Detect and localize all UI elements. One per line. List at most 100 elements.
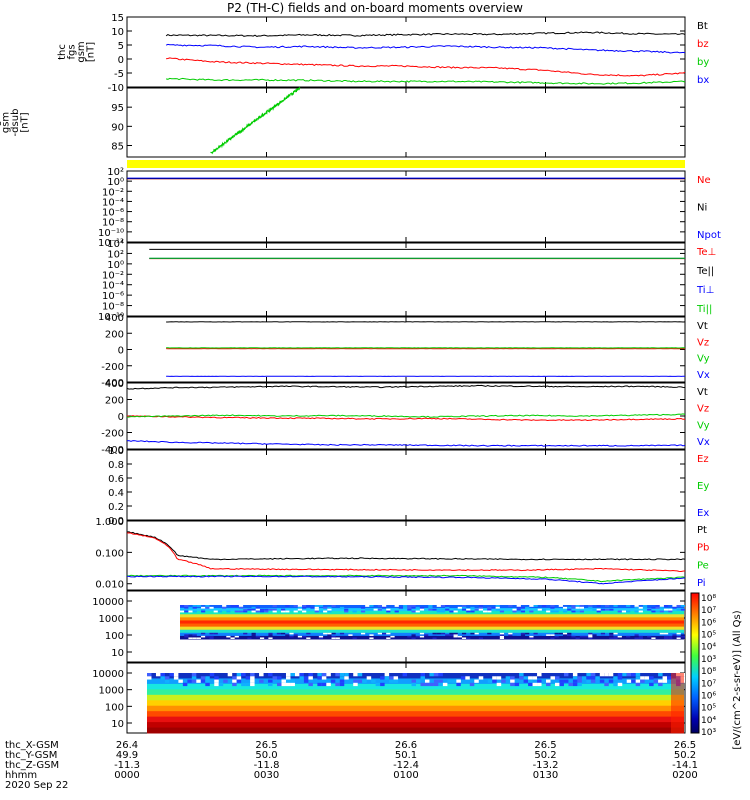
heatmap-band xyxy=(147,711,684,718)
panel-frame xyxy=(126,316,686,383)
heatmap-cell xyxy=(588,606,593,609)
panel-density: Density[cm-3]10²10⁰10⁻²10⁻⁴10⁻⁶10⁻⁸10⁻¹⁰… xyxy=(98,167,721,249)
x-tick-label: 0130 xyxy=(533,770,558,781)
heatmap-cell xyxy=(184,635,189,638)
y-tick-label: 10² xyxy=(107,167,124,178)
y-axis-label-line: gsm xyxy=(76,41,87,62)
heatmap-cell xyxy=(634,610,639,613)
heatmap-cell xyxy=(487,606,492,609)
y-tick-label: 100 xyxy=(105,631,124,642)
panel-peer-eflux: thcpeerenefluxeV(cm^2-s-sr-eV)1000010001… xyxy=(92,662,686,734)
colorbar-tick-label: 10³ xyxy=(701,728,716,738)
legend-temperature-1: Te|| xyxy=(696,266,714,277)
y-tick-label: -400 xyxy=(101,445,124,456)
heatmap-cell xyxy=(676,635,681,638)
heatmap-cell xyxy=(667,676,672,680)
heatmap-cell xyxy=(642,605,648,607)
heatmap-cell xyxy=(470,632,475,635)
heatmap-cell xyxy=(599,673,605,677)
heatmap-cell xyxy=(461,606,467,609)
y-axis-label-line: fgs xyxy=(66,44,77,59)
heatmap-cell xyxy=(649,682,654,687)
heatmap-cell xyxy=(529,605,534,607)
heatmap-cell xyxy=(259,637,265,639)
heatmap-cell xyxy=(243,608,248,611)
heatmap-cell xyxy=(415,635,420,638)
heatmap-cell xyxy=(192,606,197,609)
heatmap-band xyxy=(147,673,684,679)
heatmap-cell xyxy=(384,673,390,677)
heatmap-cell xyxy=(403,605,408,607)
figure-title: P2 (TH-C) fields and on-board moments ov… xyxy=(227,1,523,15)
heatmap-cell xyxy=(592,634,597,636)
y-tick-label: 10 xyxy=(111,648,124,659)
heatmap-cell xyxy=(432,632,437,635)
panel-peir-eflux: thcpeirenefluxeV(cm^2-s-sr-eV)1000010001… xyxy=(92,590,686,663)
heatmap-cell xyxy=(533,632,538,635)
heatmap-cell xyxy=(554,682,560,687)
heatmap-cell xyxy=(277,676,282,680)
legend-density-1: Ni xyxy=(697,203,707,214)
heatmap-cell xyxy=(205,682,210,687)
heatmap-cell xyxy=(451,679,457,683)
heatmap-cell xyxy=(600,632,606,635)
heatmap-cell xyxy=(377,608,382,611)
series-peem-velocity-1 xyxy=(126,415,685,422)
heatmap-cell xyxy=(205,676,210,680)
heatmap-cell xyxy=(317,676,322,680)
heatmap-cell xyxy=(238,610,244,613)
heatmap-cell xyxy=(272,605,277,607)
heatmap-cell xyxy=(227,673,233,677)
heatmap-cell xyxy=(201,608,206,611)
heatmap-peir-eflux xyxy=(180,605,685,640)
heatmap-cell xyxy=(659,606,664,609)
colorbar-tick-label: 10³ xyxy=(701,655,716,665)
heatmap-cell xyxy=(402,673,408,677)
heatmap-cell xyxy=(449,610,454,613)
heatmap-cell xyxy=(640,676,645,680)
y-tick-label: 200 xyxy=(105,396,124,407)
heatmap-cell xyxy=(411,610,416,613)
heatmap-cell xyxy=(577,679,582,683)
heatmap-cell xyxy=(499,635,505,638)
y-tick-label: 0.0 xyxy=(108,516,124,527)
y-tick-label: 0 xyxy=(118,346,124,357)
heatmap-cell xyxy=(201,635,206,638)
heatmap-cell xyxy=(268,637,273,639)
heatmap-cell xyxy=(169,673,174,677)
heatmap-cell xyxy=(626,673,632,677)
heatmap-cell xyxy=(416,679,421,683)
heatmap-cell xyxy=(277,682,282,687)
heatmap-cell xyxy=(251,608,256,611)
x-tick-label: 0200 xyxy=(672,770,697,781)
heatmap-cell xyxy=(407,608,412,611)
heatmap-cell xyxy=(525,632,530,635)
heatmap-cell xyxy=(680,637,685,639)
heatmap-cell xyxy=(433,682,439,687)
heatmap-cell xyxy=(232,679,237,683)
heatmap-cell xyxy=(424,634,429,636)
heatmap-cell xyxy=(411,637,416,639)
heatmap-cell xyxy=(596,608,601,611)
heatmap-cell xyxy=(658,682,663,687)
heatmap-cell xyxy=(281,637,286,639)
heatmap-cell xyxy=(572,676,578,680)
heatmap-cell xyxy=(192,637,197,639)
heatmap-cell xyxy=(453,635,458,638)
heatmap-cell xyxy=(613,605,618,607)
heatmap-cell xyxy=(572,679,578,683)
y-tick-label: 200 xyxy=(105,329,124,340)
heatmap-cell xyxy=(232,682,237,687)
heatmap-cell xyxy=(609,637,614,639)
heatmap-cell xyxy=(528,676,533,680)
heatmap-band xyxy=(180,623,684,628)
heatmap-cell xyxy=(516,610,521,613)
heatmap-cell xyxy=(470,610,475,613)
y-tick-label: 1.000 xyxy=(95,517,124,528)
heatmap-cell xyxy=(676,637,681,639)
heatmap-cell xyxy=(635,682,641,687)
heatmap-cell xyxy=(512,635,517,638)
heatmap-cell xyxy=(508,634,513,636)
heatmap-cell xyxy=(453,634,458,636)
